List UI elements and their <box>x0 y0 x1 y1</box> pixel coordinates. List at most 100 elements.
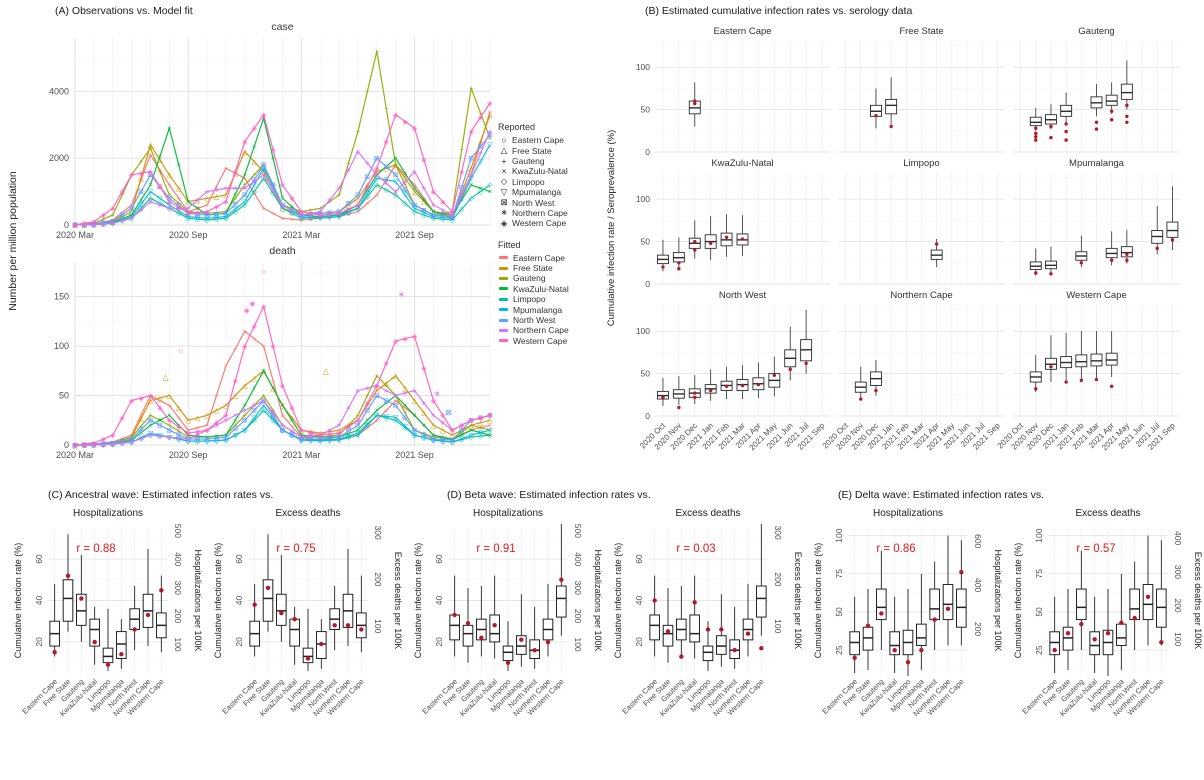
data-marker: ▽ <box>308 438 314 445</box>
data-marker: ⊠ <box>280 202 286 209</box>
correlation-label: r = 0.75 <box>276 543 315 555</box>
data-marker: × <box>82 442 86 449</box>
data-marker: ◇ <box>299 437 305 444</box>
data-marker: + <box>111 212 115 219</box>
box <box>1129 588 1140 621</box>
data-marker: + <box>139 159 143 166</box>
data-marker: + <box>328 199 332 206</box>
data-marker: ◇ <box>412 209 418 216</box>
data-marker: ⊠ <box>459 427 465 434</box>
data-marker: △ <box>195 197 201 204</box>
data-marker: + <box>186 434 190 441</box>
box <box>1076 588 1087 621</box>
data-marker: ○ <box>394 398 398 405</box>
data-marker: ∗ <box>468 418 474 425</box>
data-marker: ▽ <box>384 177 390 184</box>
right-tick-label: 400 <box>173 552 183 566</box>
data-marker: × <box>290 204 294 211</box>
data-marker: ∗ <box>72 442 78 449</box>
serology-point <box>677 405 681 410</box>
data-marker: △ <box>252 376 258 383</box>
data-marker: ∗ <box>261 172 267 179</box>
data-marker: ○ <box>403 172 407 179</box>
data-marker: × <box>299 432 303 439</box>
correlation-label: r = 0.91 <box>476 543 515 555</box>
data-marker: △ <box>431 423 437 430</box>
data-marker: ▽ <box>478 159 484 166</box>
serology-point <box>1034 138 1038 142</box>
observed-point <box>345 623 351 628</box>
data-marker: ∗ <box>119 218 125 225</box>
y-axis-label: Cumulative infection rate / Seroprevalen… <box>606 130 617 326</box>
data-marker: ∗ <box>459 192 465 199</box>
data-marker: ○ <box>158 398 162 405</box>
data-marker: ∗ <box>232 186 238 193</box>
serology-point <box>1109 118 1114 122</box>
data-marker: + <box>224 432 228 439</box>
observed-point <box>879 611 884 616</box>
data-marker: ◈ <box>459 423 465 430</box>
right-tick-label: 200 <box>1173 598 1183 612</box>
right-tick-label: 400 <box>973 578 983 592</box>
data-marker: ○ <box>478 140 482 147</box>
data-marker: ▽ <box>459 196 465 203</box>
data-marker: ∗ <box>214 423 220 430</box>
data-marker: ∗ <box>440 207 446 214</box>
serology-point <box>874 113 878 118</box>
data-marker: ▽ <box>214 438 220 445</box>
data-marker: ∗ <box>119 440 125 447</box>
serology-point <box>1170 238 1175 242</box>
data-marker: ◇ <box>327 213 333 220</box>
data-marker: × <box>365 418 369 425</box>
y-tick-label: 25 <box>1034 645 1044 655</box>
line-swatch-icon <box>499 297 508 301</box>
data-marker: × <box>139 430 143 437</box>
observed-point <box>305 656 311 661</box>
y-tick-label: 40 <box>34 596 44 606</box>
x-tick-label: 2020 Mar <box>56 450 94 460</box>
data-marker: ○ <box>328 215 332 222</box>
panel-c-chart: Hospitalizations Cumulative infection rat… <box>13 508 403 718</box>
x-tick-label: 2021 Sep <box>395 450 434 460</box>
data-marker: ○ <box>365 425 369 432</box>
data-marker: ∗ <box>421 186 427 193</box>
data-marker: ◈ <box>402 119 408 126</box>
data-marker: ▽ <box>91 222 97 229</box>
x-tick-label: 2021 Mar <box>282 230 320 240</box>
data-marker: ◈ <box>261 112 267 119</box>
data-marker: × <box>488 432 492 439</box>
serology-point <box>693 248 697 252</box>
data-marker: ○ <box>186 209 190 216</box>
data-marker: + <box>460 147 464 154</box>
data-marker: △ <box>365 403 371 410</box>
data-marker: ▽ <box>365 191 371 198</box>
legend-item-label: Limpopo <box>512 176 545 187</box>
data-marker: ▽ <box>308 215 314 222</box>
data-marker: ◇ <box>374 413 380 420</box>
data-marker: ○ <box>431 209 435 216</box>
y-axis-label: Cumulative infection rate (%) <box>613 543 623 659</box>
data-marker: + <box>158 169 162 176</box>
serology-point <box>1094 120 1099 125</box>
data-marker: ∗ <box>298 212 304 219</box>
data-marker: ∗ <box>308 211 314 218</box>
data-marker: ◈ <box>185 211 191 218</box>
y-tick-label: 40 <box>234 596 244 606</box>
data-marker: ∗ <box>449 212 455 219</box>
data-marker: ▽ <box>185 438 191 445</box>
data-marker: + <box>488 135 492 142</box>
data-marker: + <box>365 89 369 96</box>
data-marker: ◇ <box>261 176 267 183</box>
data-marker: ∗ <box>402 390 408 397</box>
data-marker: ◈ <box>478 115 484 122</box>
data-marker: ∗ <box>138 436 144 443</box>
subpanel-title: Hospitalizations <box>73 508 143 519</box>
serology-point <box>661 265 665 269</box>
data-marker: + <box>422 207 426 214</box>
data-marker: ◇ <box>450 439 456 446</box>
line-swatch-icon <box>499 308 508 312</box>
data-marker: + <box>479 425 483 432</box>
subpanel-title: Excess deaths <box>675 508 740 519</box>
data-marker: ∗ <box>402 179 408 186</box>
data-marker: ○ <box>167 182 171 189</box>
